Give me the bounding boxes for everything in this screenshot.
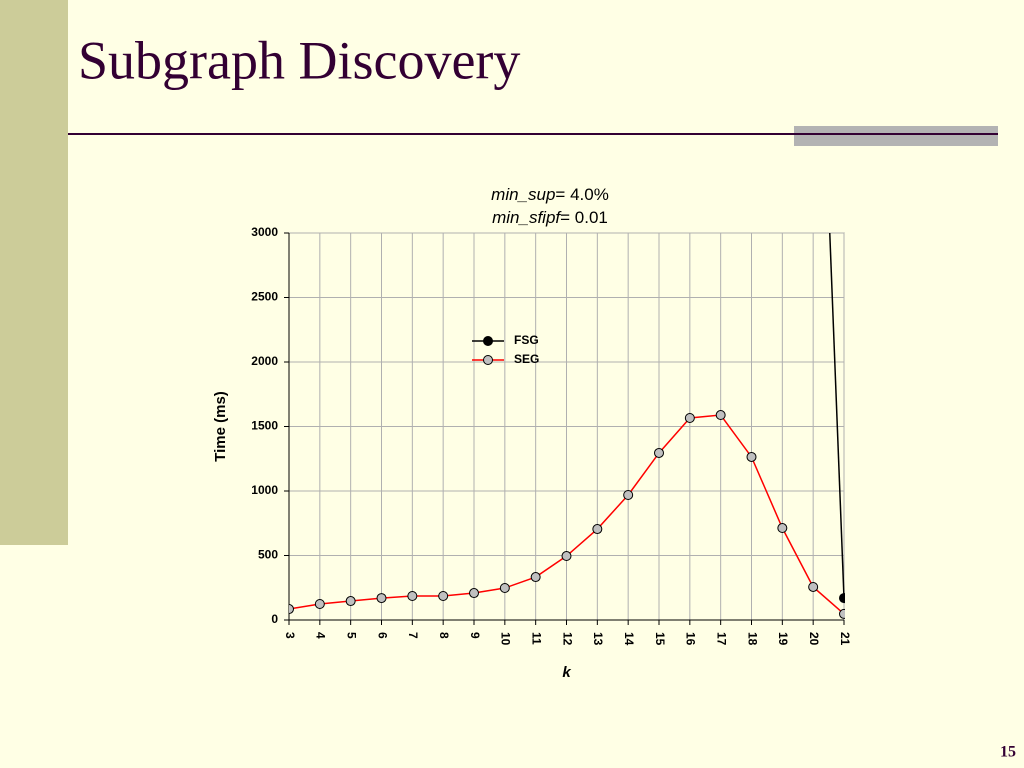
x-tick-label: 15 — [653, 632, 667, 646]
y-tick-label: 0 — [271, 612, 278, 626]
x-tick-label: 3 — [283, 632, 297, 639]
subtitle-variable: min_sup — [491, 185, 555, 204]
y-tick-label: 2500 — [251, 290, 278, 304]
y-tick-label: 500 — [258, 548, 278, 562]
chart-subtitle: min_sup= 4.0% — [491, 185, 609, 204]
legend-label: SEG — [514, 352, 539, 366]
data-point — [561, 551, 572, 562]
y-tick-label: 3000 — [251, 225, 278, 239]
x-tick-label: 6 — [375, 632, 389, 639]
x-axis-label: k — [562, 664, 571, 681]
slide-title: Subgraph Discovery — [78, 30, 520, 90]
data-point — [469, 588, 479, 599]
subtitle-value: = 0.01 — [560, 208, 608, 227]
data-point — [376, 593, 387, 604]
chart: 0 500 1000 1500 2000 2500 3000 3 4 5 6 7 8 9 10 11 12 13 1… — [212, 185, 852, 681]
legend-marker — [483, 336, 493, 346]
x-tick-label: 13 — [591, 632, 605, 646]
data-point — [407, 591, 418, 602]
y-axis-label: Time (ms) — [212, 391, 229, 462]
chart-subtitle: min_sfipf= 0.01 — [492, 208, 608, 227]
data-point — [684, 412, 695, 423]
data-point — [839, 608, 845, 619]
legend-marker — [483, 355, 493, 365]
data-point — [530, 572, 541, 583]
x-tick-label: 9 — [468, 632, 482, 639]
x-tick-label: 18 — [745, 632, 759, 646]
data-point — [777, 523, 788, 534]
data-point — [289, 604, 294, 615]
x-tick-label: 16 — [684, 632, 698, 646]
y-tick-label: 2000 — [251, 354, 278, 368]
x-tick-label: 8 — [437, 632, 451, 639]
data-point — [499, 583, 510, 594]
x-tick-label: 5 — [344, 632, 358, 639]
y-tick-label: 1000 — [251, 483, 278, 497]
y-tick-label: 1500 — [251, 419, 278, 433]
side-bar — [0, 0, 68, 545]
data-point — [623, 489, 634, 500]
legend-label: FSG — [514, 333, 539, 347]
data-point — [438, 591, 449, 602]
x-tick-label: 11 — [529, 632, 543, 645]
data-point — [592, 524, 603, 535]
x-tick-label: 20 — [807, 632, 821, 646]
x-tick-label: 17 — [714, 632, 728, 646]
data-point — [715, 410, 726, 421]
x-tick-label: 14 — [622, 632, 636, 646]
series-line — [829, 233, 845, 599]
x-tick-label: 4 — [314, 632, 328, 639]
data-point — [654, 447, 664, 458]
x-tick-label: 21 — [838, 632, 852, 646]
data-point — [345, 596, 356, 607]
x-tick-label: 19 — [776, 632, 790, 646]
plot-clip — [289, 233, 845, 619]
subtitle-variable: min_sfipf — [492, 208, 562, 227]
data-point — [746, 451, 757, 462]
x-tick-label: 10 — [499, 632, 513, 646]
x-tick-label: 12 — [560, 632, 574, 646]
x-tick-label: 7 — [406, 632, 420, 639]
data-point — [314, 599, 325, 610]
data-point — [808, 581, 819, 592]
subtitle-value: = 4.0% — [555, 185, 608, 204]
accent-bar — [794, 126, 998, 146]
data-point — [839, 593, 845, 604]
page-number: 15 — [1000, 744, 1016, 761]
